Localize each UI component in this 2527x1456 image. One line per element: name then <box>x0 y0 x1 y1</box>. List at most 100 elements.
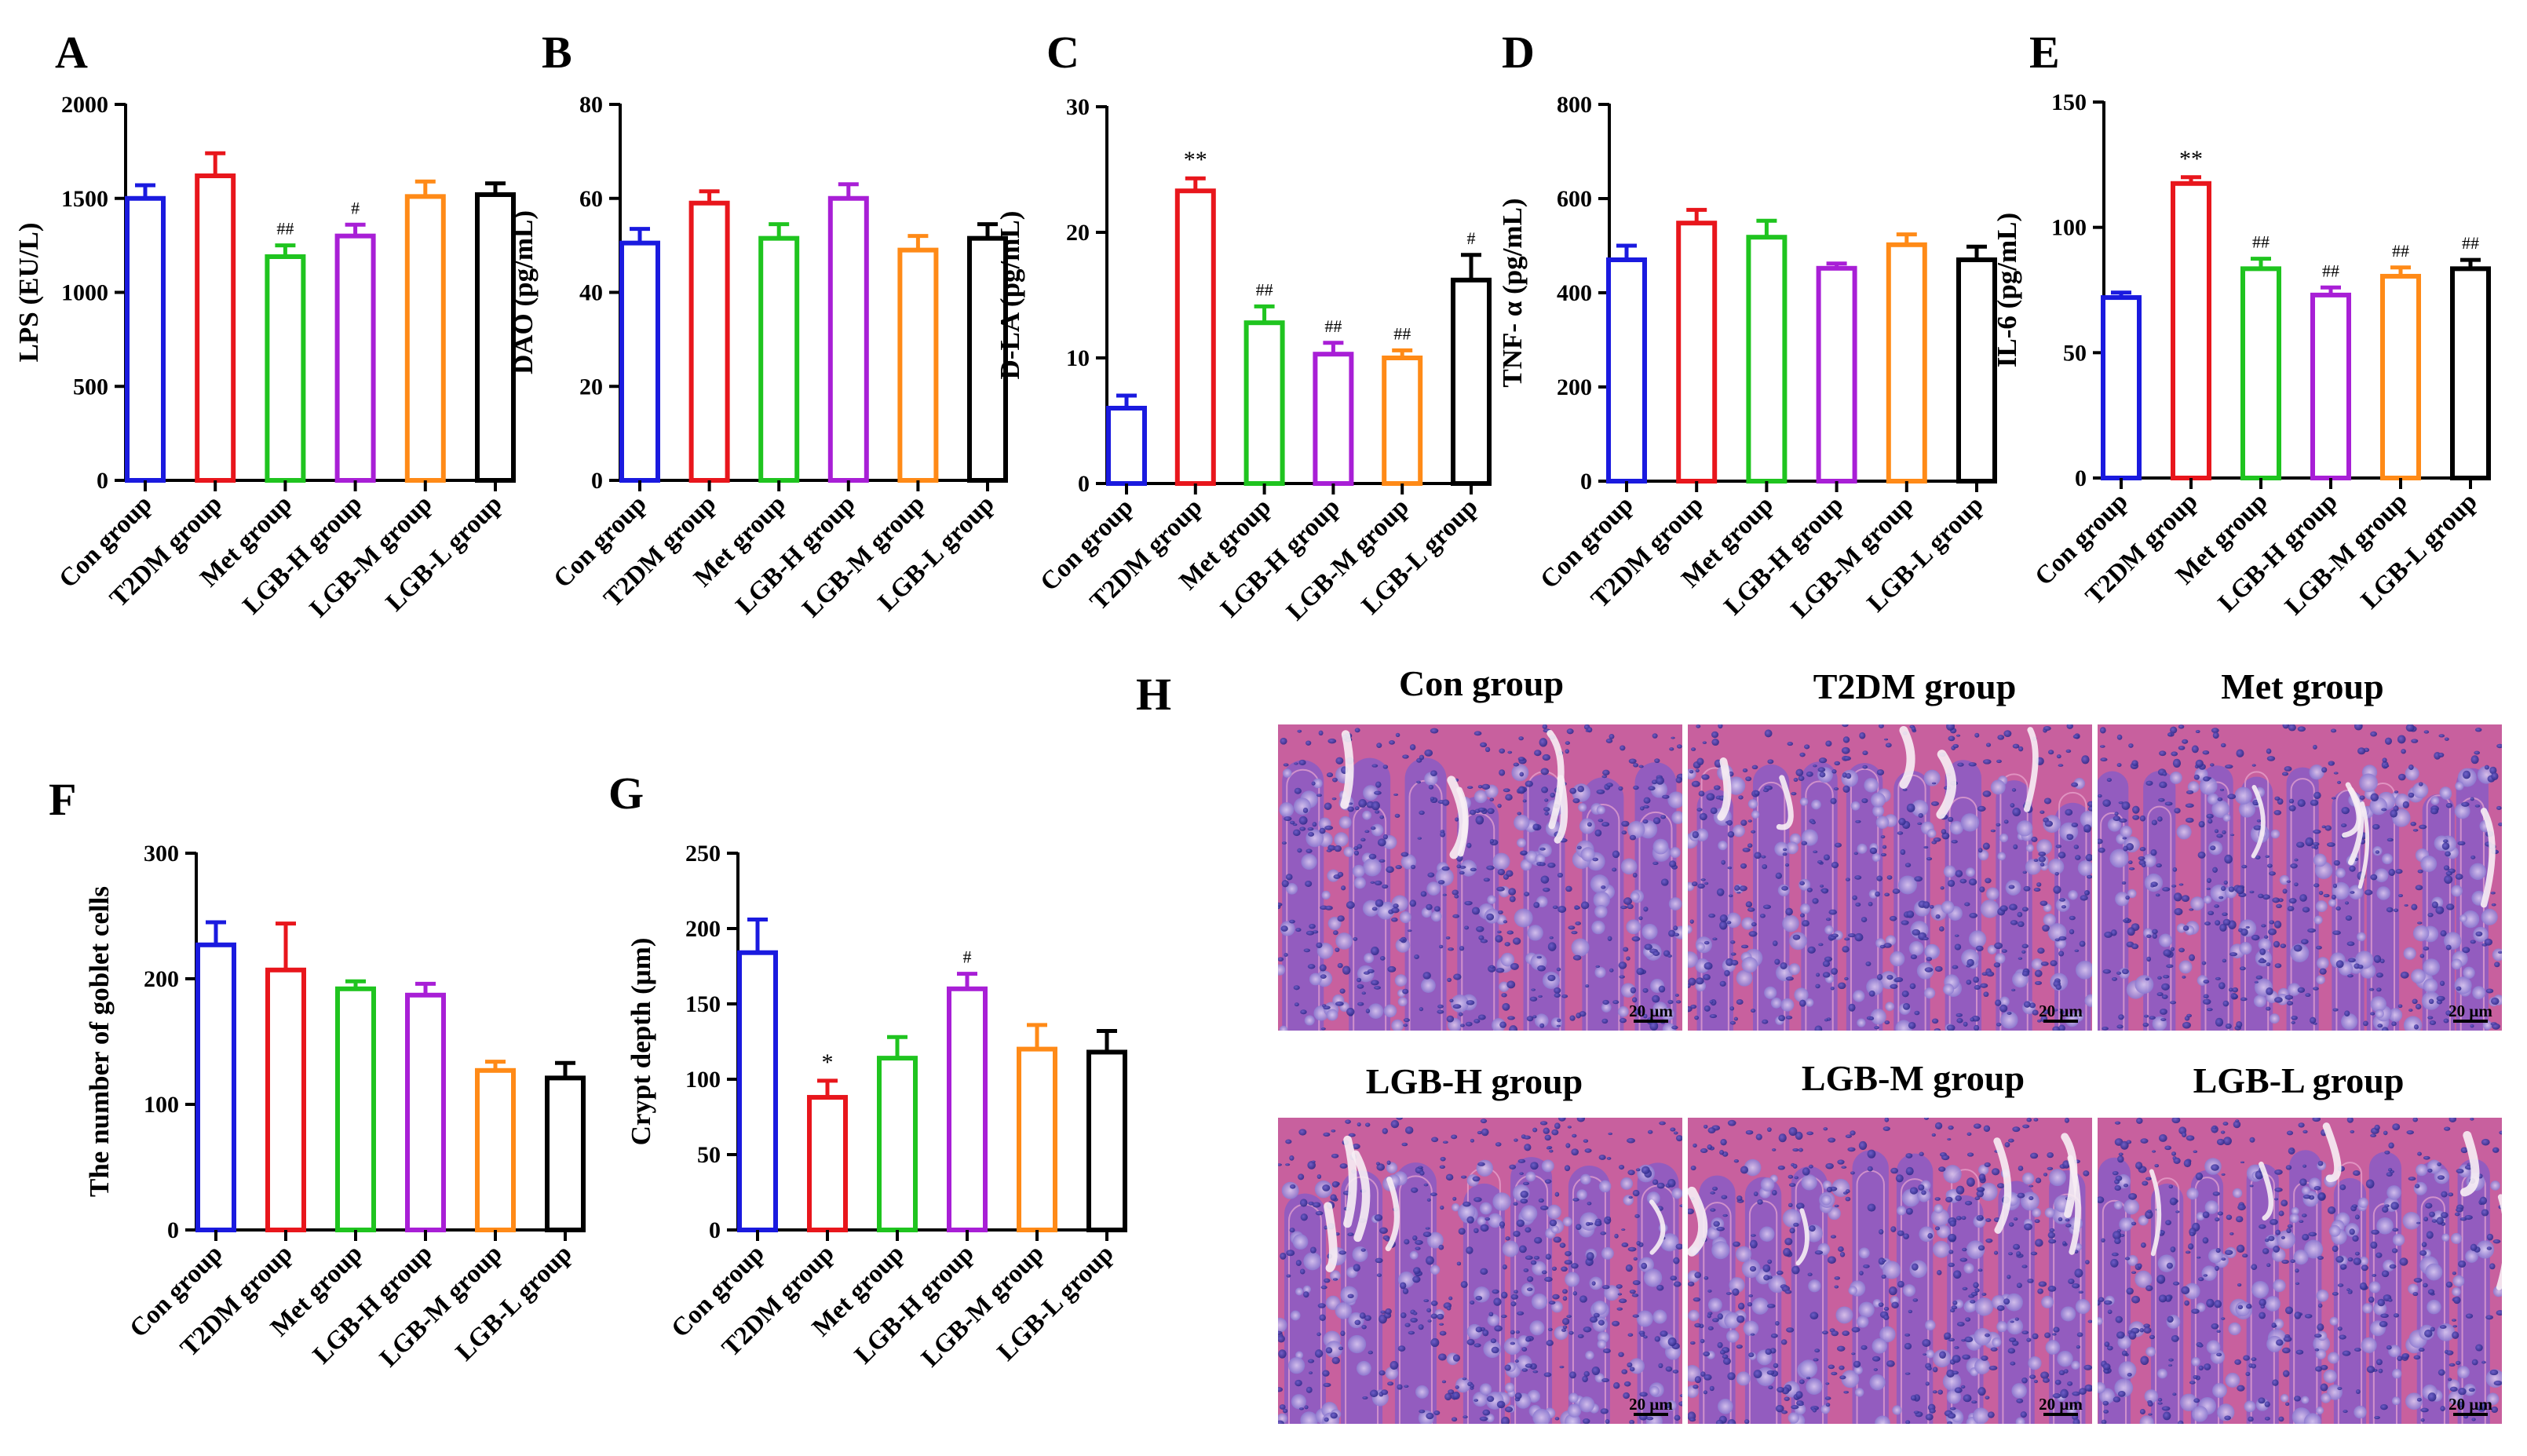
nucleus <box>1466 1216 1474 1224</box>
nucleus <box>1524 1144 1532 1151</box>
nucleus <box>2100 757 2108 762</box>
y-tick-label-g: 0 <box>709 1217 721 1243</box>
nucleus <box>2264 1401 2270 1407</box>
goblet-cell <box>2265 1296 2281 1312</box>
nucleus <box>2438 752 2445 758</box>
nucleus <box>1845 1196 1851 1202</box>
nucleus <box>2197 851 2206 859</box>
nucleus <box>1598 819 1604 823</box>
nucleus <box>2061 905 2067 909</box>
nucleus <box>1912 929 1921 936</box>
goblet-cell <box>2309 764 2324 780</box>
nucleus <box>1969 912 1978 918</box>
x-tick-label-g-lgb-h-group: LGB-H group <box>849 1239 980 1370</box>
nucleus <box>1519 772 1525 777</box>
goblet-cell <box>1281 1181 1299 1199</box>
nucleus <box>1766 1127 1772 1133</box>
nucleus <box>2236 1021 2243 1028</box>
y-axis-label-c: D-LA (pg/mL) <box>995 211 1025 380</box>
nucleus <box>1881 1274 1886 1279</box>
nucleus <box>1304 1405 1309 1410</box>
nucleus <box>1399 938 1405 942</box>
nucleus <box>1375 1162 1380 1166</box>
nucleus <box>1309 1246 1316 1253</box>
nucleus <box>1949 1220 1956 1227</box>
nucleus <box>2206 1298 2215 1308</box>
nucleus <box>1419 754 1425 761</box>
nucleus <box>1407 929 1412 932</box>
nucleus <box>1667 1178 1676 1188</box>
bar-f-con-group <box>195 942 236 1233</box>
nucleus <box>1612 850 1620 859</box>
goblet-cell <box>2025 859 2042 875</box>
nucleus <box>1526 1287 1533 1292</box>
nucleus <box>1747 1301 1753 1307</box>
nucleus <box>2493 1380 2502 1386</box>
goblet-cell <box>2187 781 2200 794</box>
bar-d-t2dm-group <box>1676 221 1718 484</box>
nucleus <box>1539 1023 1545 1028</box>
nucleus <box>2427 1289 2435 1295</box>
significance-mark-e-t2dm-group: ** <box>2179 146 2203 172</box>
nucleus <box>2236 1216 2244 1223</box>
nucleus <box>1854 932 1864 942</box>
nucleus <box>2275 1229 2281 1235</box>
nucleus <box>2055 983 2062 991</box>
nucleus <box>2022 870 2027 874</box>
nucleus <box>1780 1339 1788 1345</box>
nucleus <box>2241 864 2248 869</box>
nucleus <box>2161 1406 2171 1411</box>
goblet-cell <box>1926 829 1937 838</box>
nucleus <box>1594 829 1602 837</box>
nucleus <box>1411 1187 1419 1193</box>
nucleus <box>1766 1370 1775 1375</box>
crypt <box>1282 760 1324 1031</box>
nucleus <box>1635 1168 1641 1172</box>
nucleus <box>2232 994 2238 999</box>
nucleus <box>2370 874 2378 881</box>
lumen <box>1343 1135 1357 1228</box>
nucleus <box>2181 895 2190 902</box>
nucleus <box>2255 855 2261 859</box>
crypt-outline <box>1757 781 1786 1031</box>
nucleus <box>1906 910 1915 918</box>
nucleus <box>2344 901 2350 905</box>
goblet-cell <box>2157 1254 2176 1272</box>
nucleus <box>2439 980 2445 987</box>
nucleus <box>1526 1016 1534 1022</box>
scale-bar-label-lgb-l-group: 20 μm <box>2448 1395 2492 1414</box>
nucleus <box>2242 1253 2248 1258</box>
nucleus <box>2026 1337 2032 1342</box>
nucleus <box>2222 1122 2229 1126</box>
nucleus <box>1453 973 1462 980</box>
nucleus <box>1914 1010 1920 1016</box>
nucleus <box>2125 895 2130 900</box>
nucleus <box>1750 1234 1756 1237</box>
nucleus <box>2374 1416 2380 1420</box>
y-tick-label-a: 500 <box>73 374 108 400</box>
goblet-cell <box>2359 773 2378 793</box>
goblet-cell <box>2451 958 2463 970</box>
nucleus <box>1419 1409 1426 1414</box>
nucleus <box>1501 1291 1508 1299</box>
nucleus <box>2239 966 2246 971</box>
nucleus <box>2222 1000 2229 1007</box>
goblet-cell <box>2329 1316 2339 1326</box>
nucleus <box>1842 724 1849 728</box>
nucleus <box>2379 958 2385 964</box>
nucleus <box>2347 1257 2354 1262</box>
nucleus <box>1460 1175 1467 1179</box>
nucleus <box>2146 934 2152 939</box>
nucleus <box>1812 1408 1817 1413</box>
goblet-cell <box>1287 1356 1305 1374</box>
nucleus <box>1909 983 1916 990</box>
nucleus <box>2098 847 2105 853</box>
goblet-cell <box>1751 1297 1769 1315</box>
nucleus <box>1823 1127 1828 1131</box>
nucleus <box>1642 987 1649 993</box>
nucleus <box>1902 788 1908 791</box>
nucleus <box>1510 962 1519 970</box>
nucleus <box>2489 1263 2496 1270</box>
nucleus <box>2219 923 2227 932</box>
nucleus <box>1791 791 1797 796</box>
